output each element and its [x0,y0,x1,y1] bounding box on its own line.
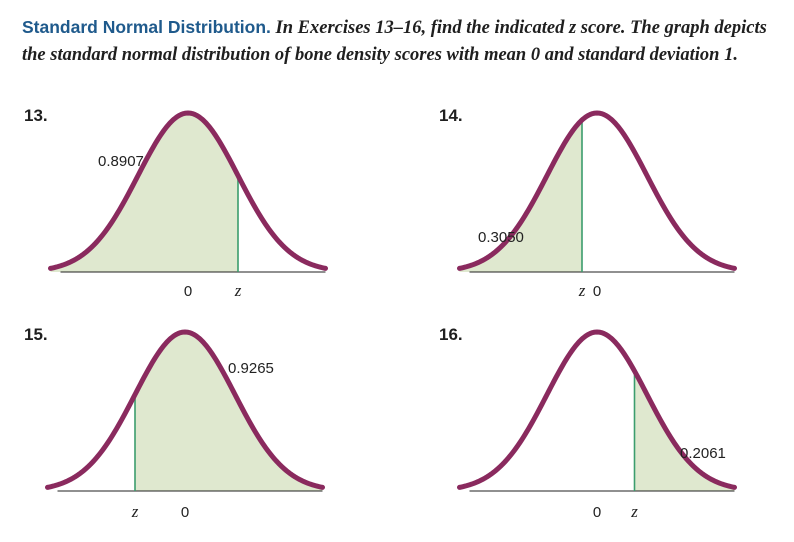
shaded-area-15 [135,332,323,491]
zero-label-16: 0 [593,504,601,521]
z-label-16: z [630,502,638,521]
z-label-15: z [131,502,139,521]
shaded-area-13 [50,113,238,272]
shaded-area-16 [634,370,735,491]
exercise-16-number: 16. [439,325,463,344]
normal-curve-13 [48,110,328,271]
area-label-13: 0.8907 [98,153,144,170]
exercise-14-number: 14. [439,106,463,125]
area-label-14: 0.3050 [478,229,524,246]
normal-curve-16 [457,329,737,490]
section-title: Standard Normal Distribution. [22,17,271,37]
z-label-13: z [234,281,242,300]
area-label-16: 0.2061 [680,445,726,462]
zero-label-14: 0 [593,283,601,300]
area-label-15: 0.9265 [228,360,274,377]
exercise-15-number: 15. [24,325,48,344]
exercise-header: Standard Normal Distribution. In Exercis… [22,14,782,69]
normal-curve-15 [45,329,325,490]
exercise-13-number: 13. [24,106,48,125]
zero-label-13: 0 [184,283,192,300]
zero-label-15: 0 [181,504,189,521]
normal-curve-14 [457,110,737,271]
z-label-14: z [578,281,586,300]
instructions-text: In Exercises 13–16, find the indicated z… [22,18,767,65]
shaded-area-14 [459,120,582,272]
